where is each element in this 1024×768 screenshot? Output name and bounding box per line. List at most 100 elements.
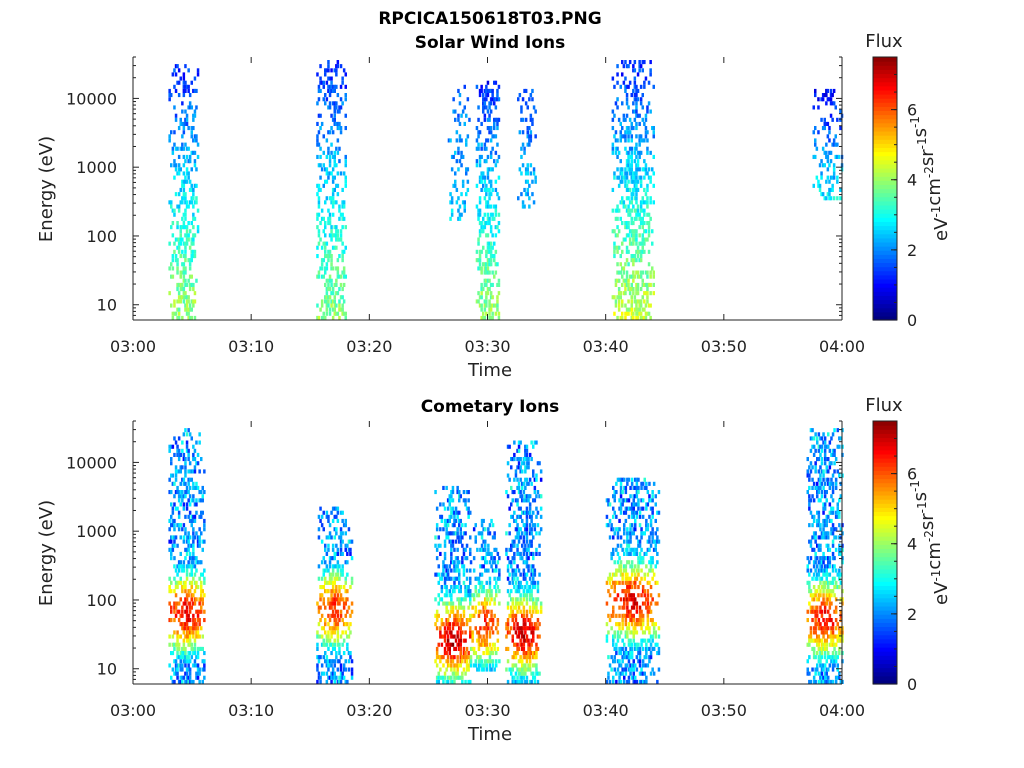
heatmap-cell xyxy=(806,671,809,676)
heatmap-cell xyxy=(338,679,341,684)
heatmap-cell xyxy=(480,535,484,540)
heatmap-cell xyxy=(814,535,817,540)
heatmap-cell xyxy=(828,130,831,135)
heatmap-cell xyxy=(624,646,628,651)
heatmap-cell xyxy=(339,212,343,217)
heatmap-cell xyxy=(455,187,459,192)
heatmap-cell xyxy=(179,663,182,668)
heatmap-cell xyxy=(331,646,335,651)
heatmap-cell xyxy=(480,315,483,320)
heatmap-cell xyxy=(812,183,815,188)
heatmap-cell xyxy=(482,287,485,292)
heatmap-cell xyxy=(168,93,171,98)
heatmap-cell xyxy=(336,258,340,263)
heatmap-cell xyxy=(451,498,455,503)
heatmap-cell xyxy=(200,646,203,651)
heatmap-cell xyxy=(185,432,189,437)
heatmap-cell xyxy=(812,105,815,110)
heatmap-cell xyxy=(630,163,633,168)
heatmap-cell xyxy=(339,667,343,672)
heatmap-cell xyxy=(182,675,186,680)
heatmap-cell xyxy=(453,531,456,536)
heatmap-cell xyxy=(611,150,615,155)
heatmap-cell xyxy=(520,171,523,176)
heatmap-cell xyxy=(456,675,459,680)
heatmap-cell xyxy=(330,225,333,230)
heatmap-cell xyxy=(482,601,485,606)
heatmap-cell xyxy=(179,282,182,287)
heatmap-cell xyxy=(168,241,171,246)
heatmap-cell xyxy=(526,126,529,131)
heatmap-cell xyxy=(639,138,643,143)
heatmap-cell xyxy=(456,514,459,519)
heatmap-cell xyxy=(184,481,187,486)
heatmap-cell xyxy=(173,481,176,486)
heatmap-cell xyxy=(316,154,319,159)
heatmap-cell xyxy=(648,514,651,519)
heatmap-cell xyxy=(485,105,488,110)
heatmap-cell xyxy=(341,671,344,676)
heatmap-cell xyxy=(330,84,333,89)
heatmap-cell xyxy=(185,295,189,300)
heatmap-cell xyxy=(350,576,354,581)
heatmap-cell xyxy=(327,216,330,221)
heatmap-cell xyxy=(453,510,456,515)
heatmap-cell xyxy=(647,175,651,180)
heatmap-cell xyxy=(633,295,637,300)
heatmap-cell xyxy=(324,630,327,635)
heatmap-cell xyxy=(816,510,819,515)
heatmap-cell xyxy=(616,97,619,102)
heatmap-cell xyxy=(654,630,657,635)
heatmap-cell xyxy=(809,630,813,635)
heatmap-cell xyxy=(179,634,182,639)
heatmap-cell xyxy=(435,609,439,614)
heatmap-cell xyxy=(182,179,186,184)
heatmap-cell xyxy=(479,655,482,660)
heatmap-cell xyxy=(488,241,491,246)
heatmap-cell xyxy=(177,527,181,532)
heatmap-cell xyxy=(448,494,451,499)
heatmap-cell xyxy=(648,560,651,565)
heatmap-cell xyxy=(808,560,811,565)
heatmap-cell xyxy=(174,473,178,478)
colorbar-segment xyxy=(873,126,897,132)
heatmap-cell xyxy=(341,568,344,573)
heatmap-cell xyxy=(627,659,631,664)
heatmap-cell xyxy=(325,299,329,304)
heatmap-cell xyxy=(187,539,190,544)
colorbar-segment xyxy=(873,283,897,288)
heatmap-cell xyxy=(458,597,461,602)
heatmap-cell xyxy=(448,564,451,569)
heatmap-cell xyxy=(525,461,529,466)
heatmap-cell xyxy=(633,159,637,164)
heatmap-cell xyxy=(190,572,193,577)
heatmap-cell xyxy=(449,138,452,143)
heatmap-cell xyxy=(185,593,189,598)
heatmap-cell xyxy=(192,564,195,569)
heatmap-cell xyxy=(454,646,458,651)
heatmap-cell xyxy=(344,93,347,98)
heatmap-cell xyxy=(809,634,813,639)
heatmap-cell xyxy=(336,609,340,614)
heatmap-cell xyxy=(495,580,498,585)
heatmap-cell xyxy=(494,249,498,254)
heatmap-cell xyxy=(177,291,181,296)
heatmap-cell xyxy=(446,626,450,631)
heatmap-cell xyxy=(517,461,521,466)
heatmap-cell xyxy=(325,642,329,647)
heatmap-cell xyxy=(536,523,540,528)
heatmap-cell xyxy=(320,663,324,668)
heatmap-cell xyxy=(182,278,186,283)
heatmap-cell xyxy=(627,539,631,544)
heatmap-cell xyxy=(643,80,646,85)
heatmap-cell xyxy=(480,146,483,151)
heatmap-cell xyxy=(614,146,618,151)
heatmap-cell xyxy=(317,514,321,519)
heatmap-cell xyxy=(185,84,189,89)
heatmap-cell xyxy=(465,618,469,623)
heatmap-cell xyxy=(179,655,182,660)
heatmap-cell xyxy=(479,585,482,590)
heatmap-cell xyxy=(170,274,173,279)
heatmap-cell xyxy=(341,254,344,259)
heatmap-cell xyxy=(331,84,335,89)
